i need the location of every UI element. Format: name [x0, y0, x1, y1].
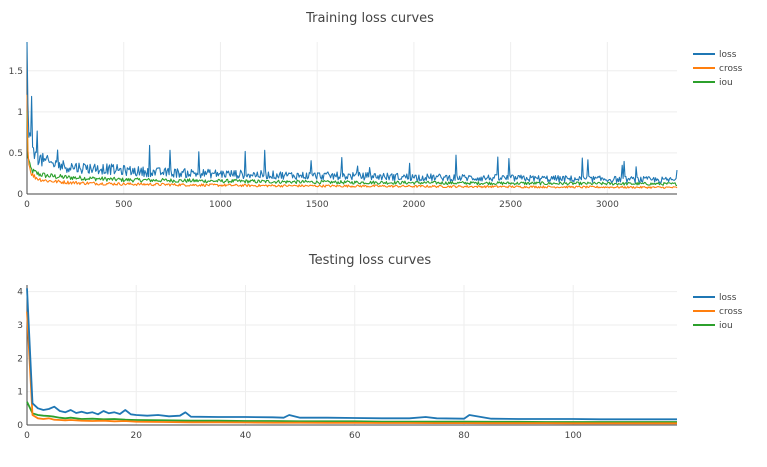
x-tick-label: 1500 — [306, 200, 329, 210]
y-tick-label: 1.5 — [9, 67, 23, 77]
y-tick-label: 1 — [17, 108, 23, 118]
legend-label-iou: iou — [719, 78, 733, 88]
x-tick-label: 20 — [131, 431, 143, 441]
y-tick-label: 4 — [17, 288, 23, 298]
x-tick-label: 3000 — [596, 200, 619, 210]
legend-label-loss: loss — [719, 293, 737, 303]
chart-title: Training loss curves — [305, 11, 434, 26]
y-tick-label: 0 — [17, 190, 23, 200]
legend-label-iou: iou — [719, 321, 733, 331]
chart-title: Testing loss curves — [308, 253, 432, 268]
x-tick-label: 0 — [24, 431, 30, 441]
x-tick-label: 0 — [24, 200, 30, 210]
y-tick-label: 0.5 — [9, 149, 23, 159]
series-line-cross — [26, 311, 677, 425]
y-tick-label: 1 — [17, 388, 23, 398]
x-tick-label: 1000 — [209, 200, 232, 210]
y-tick-label: 3 — [17, 321, 23, 331]
series-line-iou — [26, 401, 677, 423]
x-tick-label: 500 — [115, 200, 132, 210]
x-tick-label: 80 — [458, 431, 470, 441]
y-tick-label: 0 — [17, 421, 23, 431]
testing-loss-chart: Testing loss curves 0 20 40 60 80 100 0 1 2 3 4 loss… — [17, 253, 742, 441]
y-tick-label: 2 — [17, 354, 23, 364]
series-line-loss — [26, 41, 678, 184]
x-tick-label: 2500 — [499, 200, 522, 210]
series-line-iou — [26, 111, 678, 187]
legend-label-cross: cross — [719, 64, 743, 74]
series-line-loss — [26, 288, 677, 421]
x-tick-label: 2000 — [402, 200, 425, 210]
x-tick-label: 100 — [565, 431, 582, 441]
legend-label-cross: cross — [719, 307, 743, 317]
x-tick-label: 60 — [349, 431, 361, 441]
series-line-cross — [26, 94, 678, 189]
x-tick-label: 40 — [240, 431, 252, 441]
legend-label-loss: loss — [719, 50, 737, 60]
training-loss-chart: Training loss curves 0 500 1000 1500 2000 2500… — [9, 11, 743, 210]
